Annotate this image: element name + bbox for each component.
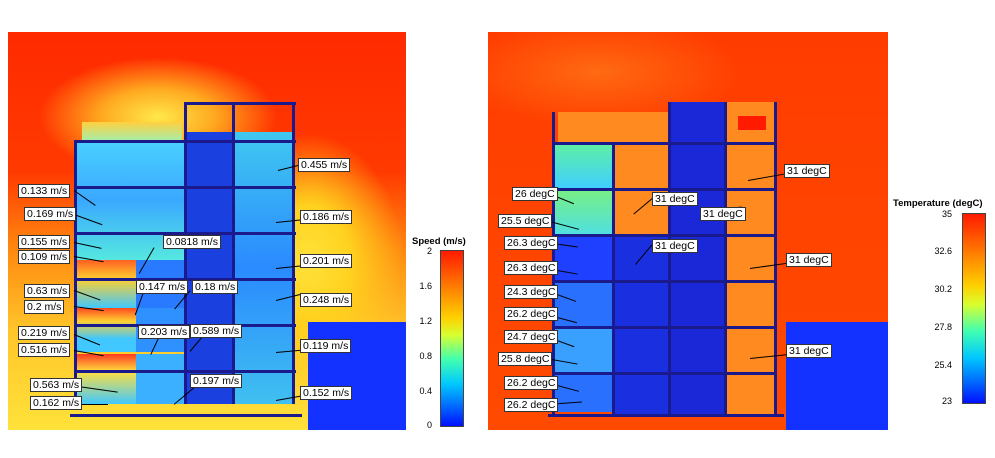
speed-label: 0.147 m/s	[136, 280, 189, 294]
temperature-label: 31 degC	[652, 192, 698, 206]
speed-label: 0.109 m/s	[18, 250, 71, 264]
speed-label: 0.162 m/s	[30, 396, 83, 410]
speed-tick: 0	[426, 420, 432, 430]
temperature-label: 25.5 degC	[498, 214, 553, 228]
speed-label: 0.203 m/s	[138, 325, 191, 339]
temperature-label: 26.2 degC	[504, 307, 559, 321]
speed-label: 0.219 m/s	[18, 326, 71, 340]
speed-label: 0.119 m/s	[300, 339, 352, 353]
temperature-label: 31 degC	[784, 164, 830, 178]
speed-contour-panel: 0.455 m/s 0.133 m/s 0.169 m/s 0.186 m/s …	[8, 32, 406, 430]
temperature-label: 31 degC	[652, 239, 698, 253]
speed-label: 0.197 m/s	[190, 374, 243, 388]
building-section	[548, 102, 784, 424]
speed-label: 0.63 m/s	[24, 284, 71, 298]
speed-label: 0.155 m/s	[18, 235, 71, 249]
temperature-tick: 27.8	[934, 322, 952, 332]
building-section	[70, 102, 302, 424]
speed-label: 0.516 m/s	[18, 343, 71, 357]
temperature-label: 26.3 degC	[504, 261, 559, 275]
temperature-tick: 23	[941, 396, 952, 406]
ground-block	[786, 322, 888, 430]
temperature-label: 24.7 degC	[504, 330, 559, 344]
temperature-label: 31 degC	[786, 344, 832, 358]
speed-label: 0.133 m/s	[18, 184, 71, 198]
speed-label: 0.18 m/s	[192, 280, 239, 294]
temperature-contour-panel: 31 degC 26 degC 31 degC 25.5 degC 31 deg…	[488, 32, 888, 430]
speed-label: 0.0818 m/s	[163, 235, 221, 249]
speed-label: 0.2 m/s	[24, 300, 65, 314]
speed-label: 0.455 m/s	[298, 158, 351, 172]
speed-label: 0.563 m/s	[30, 378, 83, 392]
speed-label: 0.248 m/s	[300, 293, 353, 307]
speed-label: 0.186 m/s	[300, 210, 353, 224]
speed-tick: 0.8	[419, 351, 432, 361]
temperature-label: 31 degC	[700, 207, 746, 221]
speed-tick: 1.6	[419, 281, 432, 291]
temperature-label: 26.2 degC	[504, 376, 559, 390]
temperature-color-scale	[962, 213, 986, 404]
temperature-label: 26.2 degC	[504, 398, 559, 412]
temperature-label: 26.3 degC	[504, 236, 559, 250]
temperature-label: 25.8 degC	[498, 352, 553, 366]
temperature-tick: 35	[941, 209, 952, 219]
speed-tick: 1.2	[419, 316, 432, 326]
temperature-tick: 30.2	[934, 284, 952, 294]
speed-label: 0.201 m/s	[300, 254, 353, 268]
temperature-label: 31 degC	[786, 253, 832, 267]
speed-label: 0.169 m/s	[24, 207, 77, 221]
temperature-tick: 25.4	[934, 360, 952, 370]
speed-legend-title: Speed (m/s)	[412, 236, 466, 247]
temperature-tick: 32.6	[934, 246, 952, 256]
temperature-legend-title: Temperature (degC)	[893, 198, 983, 209]
temperature-label: 26 degC	[512, 187, 558, 201]
speed-color-scale	[440, 250, 464, 427]
speed-tick: 2	[426, 246, 432, 256]
speed-label: 0.589 m/s	[190, 324, 243, 338]
speed-label: 0.152 m/s	[300, 386, 353, 400]
temperature-label: 24.3 degC	[504, 285, 559, 299]
speed-tick: 0.4	[419, 386, 432, 396]
